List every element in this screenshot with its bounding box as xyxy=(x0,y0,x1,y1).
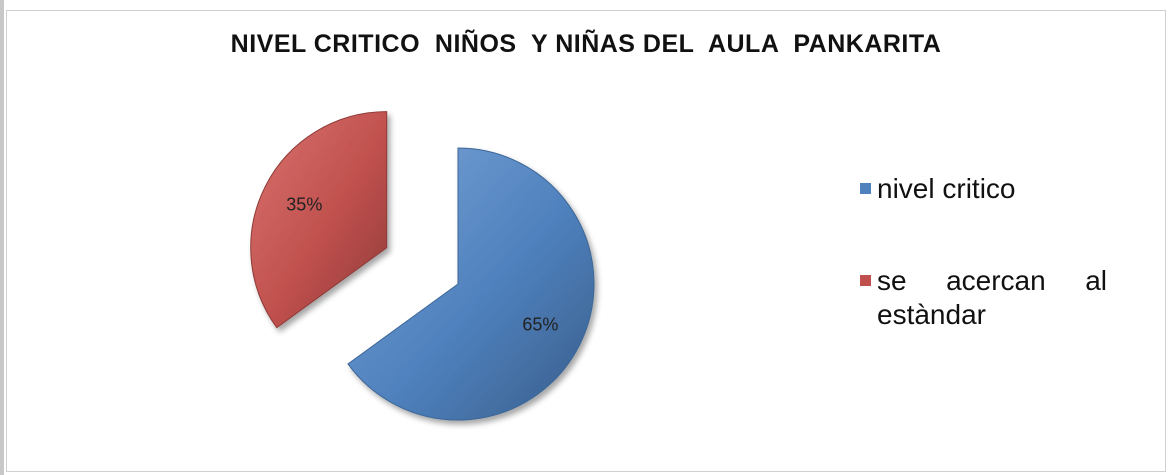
pie-slice-se-acercan xyxy=(250,111,388,329)
data-label-nivel-critico: 65% xyxy=(522,315,558,335)
data-label-se-acercan: 35% xyxy=(286,194,322,214)
left-edge-rule xyxy=(0,0,4,475)
pie-slice-nivel-critico xyxy=(347,147,595,421)
legend-item-se-acercan: se acercan al estàndar xyxy=(860,264,1110,332)
legend-swatch-blue xyxy=(860,183,871,194)
legend: nivel critico se acercan al estàndar xyxy=(860,172,1110,390)
chart-title: NIVEL CRITICO NIÑOS Y NIÑAS DEL AULA PAN… xyxy=(230,30,942,58)
legend-item-nivel-critico: nivel critico xyxy=(860,172,1110,206)
legend-swatch-red xyxy=(860,275,871,286)
legend-label: nivel critico xyxy=(877,173,1016,204)
legend-label: se acercan al estàndar xyxy=(877,265,1107,330)
